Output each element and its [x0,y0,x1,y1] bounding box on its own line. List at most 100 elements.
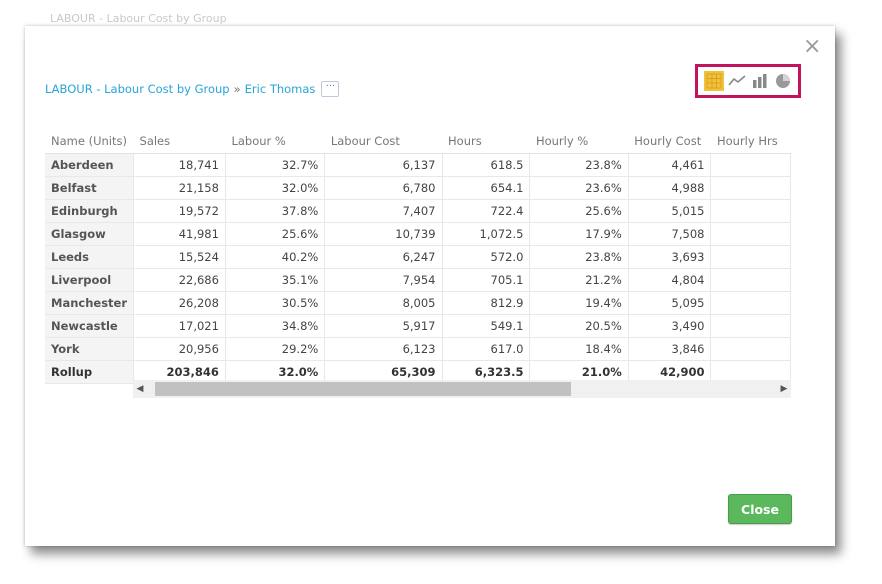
column-header[interactable]: Hourly Cost [628,129,711,154]
table-cell [710,337,791,361]
table-cell: 5,095 [628,291,712,315]
table-cell: 572.0 [442,245,531,269]
column-header[interactable]: Labour Cost [324,129,443,154]
breadcrumb: LABOUR - Labour Cost by Group » Eric Tho… [45,81,340,97]
scroll-left-arrow-icon[interactable]: ◀ [136,384,144,394]
table-cell: 3,490 [628,314,712,338]
scroll-right-arrow-icon[interactable]: ▶ [780,384,788,394]
row-name-cell: Glasgow [45,222,135,246]
data-table-container: Name (Units) Sales Labour % Labour Cost … [45,129,791,397]
close-icon[interactable]: × [803,34,822,59]
bar-chart-view-button[interactable] [750,71,770,91]
table-cell [710,291,791,315]
table-cell: 7,407 [324,199,443,223]
table-cell [710,314,791,338]
table-cell: 4,804 [628,268,712,292]
horizontal-scrollbar[interactable]: ◀ ▶ [133,380,791,398]
table-cell: 8,005 [324,291,443,315]
breadcrumb-separator: » [233,82,241,96]
table-cell: 25.6% [225,222,326,246]
table-cell: 22,686 [133,268,226,292]
row-name-cell: Edinburgh [45,199,135,223]
table-row[interactable]: Leeds 15,524 40.2% 6,247 572.0 23.8% 3,693 [45,245,791,269]
table-cell: 21.0% [529,360,629,384]
table-cell: 549.1 [442,314,531,338]
column-header[interactable]: Hours [442,129,530,154]
table-cell: 15,524 [133,245,226,269]
bar-chart-icon [752,74,766,88]
table-cell: 5,015 [628,199,712,223]
labour-cost-dialog: × LABOUR - Labour Cost by Group » Eric T… [25,26,835,546]
table-row[interactable]: Newcastle 17,021 34.8% 5,917 549.1 20.5% 3,490 [45,314,791,338]
table-cell: 30.5% [225,291,326,315]
row-name-cell: Liverpool [45,268,135,292]
line-chart-view-button[interactable] [727,71,747,91]
visualization-switcher [695,64,801,98]
table-row[interactable]: York 20,956 29.2% 6,123 617.0 18.4% 3,846 [45,337,791,361]
table-row[interactable]: Belfast 21,158 32.0% 6,780 654.1 23.6% 4,988 [45,176,791,200]
table-cell: 812.9 [442,291,531,315]
table-cell: 21.2% [529,268,629,292]
background-page-title: LABOUR - Labour Cost by Group [50,12,227,25]
close-button[interactable]: Close [728,494,792,524]
table-cell: 18,741 [133,153,226,177]
table-cell: 6,247 [324,245,443,269]
table-cell: 17.9% [529,222,629,246]
more-options-button[interactable]: ··· [321,81,340,97]
line-chart-icon [727,75,746,86]
column-header[interactable]: Hourly Hrs [710,129,791,154]
table-cell: 32.7% [225,153,326,177]
row-name-cell: York [45,337,135,361]
row-name-cell: Rollup [45,360,135,384]
table-cell: 1,072.5 [442,222,531,246]
table-cell: 35.1% [225,268,326,292]
table-cell [710,153,791,177]
table-cell [710,199,791,223]
pie-chart-view-button[interactable] [773,71,793,91]
table-cell: 23.6% [529,176,629,200]
rollup-row[interactable]: Rollup 203,846 32.0% 65,309 6,323.5 21.0% 42,9… [45,360,791,384]
table-cell: 32.0% [225,176,326,200]
table-cell: 7,508 [628,222,712,246]
column-header[interactable]: Hourly % [529,129,629,154]
column-header[interactable]: Labour % [225,129,325,154]
table-cell: 19.4% [529,291,629,315]
table-cell: 654.1 [442,176,531,200]
row-name-cell: Aberdeen [45,153,135,177]
table-row[interactable]: Liverpool 22,686 35.1% 7,954 705.1 21.2% 4,804 [45,268,791,292]
table-cell: 23.8% [529,245,629,269]
column-header[interactable]: Name (Units) [45,129,134,154]
table-row[interactable]: Edinburgh 19,572 37.8% 7,407 722.4 25.6% 5,015 [45,199,791,223]
table-cell: 705.1 [442,268,531,292]
table-header-row: Name (Units) Sales Labour % Labour Cost … [45,129,791,154]
table-row[interactable]: Aberdeen 18,741 32.7% 6,137 618.5 23.8% 4,461 [45,153,791,177]
table-cell: 617.0 [442,337,531,361]
table-cell [710,222,791,246]
table-row[interactable]: Glasgow 41,981 25.6% 10,739 1,072.5 17.9% 7,50… [45,222,791,246]
table-cell: 6,323.5 [442,360,531,384]
table-cell [710,176,791,200]
table-icon [706,73,721,89]
labour-cost-table: Name (Units) Sales Labour % Labour Cost … [45,129,791,384]
table-cell: 20,956 [133,337,226,361]
table-view-button[interactable] [703,71,724,91]
row-name-cell: Belfast [45,176,135,200]
table-cell: 41,981 [133,222,226,246]
table-cell: 19,572 [133,199,226,223]
table-cell: 18.4% [529,337,629,361]
breadcrumb-report-link[interactable]: LABOUR - Labour Cost by Group [45,82,230,96]
table-cell: 29.2% [225,337,326,361]
row-name-cell: Newcastle [45,314,135,338]
breadcrumb-person-link[interactable]: Eric Thomas [244,82,316,96]
table-cell: 42,900 [628,360,712,384]
table-cell: 4,988 [628,176,712,200]
column-header[interactable]: Sales [133,129,226,154]
table-row[interactable]: Manchester 26,208 30.5% 8,005 812.9 19.4% 5,09… [45,291,791,315]
table-cell: 40.2% [225,245,326,269]
table-cell: 34.8% [225,314,326,338]
table-cell: 3,693 [628,245,712,269]
table-cell: 20.5% [529,314,629,338]
table-cell: 7,954 [324,268,443,292]
row-name-cell: Manchester [45,291,135,315]
scrollbar-thumb[interactable] [155,382,571,396]
